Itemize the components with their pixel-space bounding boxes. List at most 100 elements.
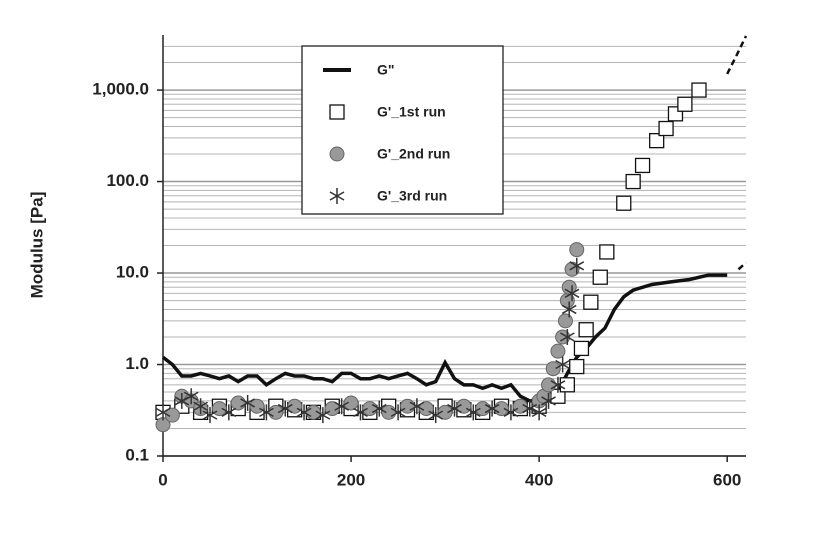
asterisk-stroke — [193, 401, 208, 411]
asterisk-stroke — [447, 403, 462, 414]
asterisk-marker — [484, 400, 500, 417]
asterisk-stroke — [315, 410, 331, 420]
x-tick-label: 600 — [713, 470, 741, 489]
square-marker — [559, 377, 575, 393]
asterisk-marker — [503, 404, 519, 421]
asterisk-marker — [564, 285, 580, 302]
square-marker — [329, 104, 345, 120]
asterisk-marker — [569, 257, 585, 274]
asterisk-stroke — [329, 191, 345, 201]
asterisk-stroke — [221, 407, 237, 418]
dashed-line — [726, 35, 748, 75]
asterisk-marker — [555, 356, 571, 373]
asterisk-stroke — [353, 407, 368, 418]
asterisk-marker — [334, 398, 350, 415]
legend-box — [301, 45, 504, 215]
square-marker — [599, 244, 615, 260]
asterisk-marker — [329, 188, 345, 204]
series-line — [161, 273, 728, 403]
circle-marker — [545, 361, 561, 377]
legend-label: G'_2nd run — [377, 146, 450, 162]
square-marker — [578, 322, 594, 338]
asterisk-stroke — [296, 407, 312, 418]
asterisk-stroke — [550, 380, 566, 390]
asterisk-marker — [541, 392, 556, 409]
square-marker — [616, 195, 632, 211]
dashed-line — [737, 261, 747, 271]
asterisk-marker — [561, 301, 577, 318]
asterisk-stroke — [531, 407, 547, 418]
y-axis-label: Modulus [Pa] — [27, 192, 46, 299]
asterisk-marker — [259, 404, 274, 421]
asterisk-marker — [296, 404, 312, 421]
circle-marker — [230, 395, 246, 411]
square-marker — [691, 82, 707, 98]
circle-marker — [343, 395, 359, 411]
y-tick-label: 100.0 — [106, 171, 149, 190]
asterisk-stroke — [155, 407, 171, 418]
circle-marker — [399, 398, 415, 414]
asterisk-marker — [428, 407, 444, 424]
square-marker — [658, 120, 674, 137]
circle-marker — [329, 146, 345, 162]
x-tick-label: 400 — [525, 470, 553, 489]
asterisk-marker — [409, 398, 425, 415]
asterisk-marker — [202, 407, 218, 424]
square-marker — [592, 269, 608, 285]
square-marker — [649, 133, 665, 149]
x-tick-label: 0 — [158, 470, 167, 489]
square-marker — [634, 157, 651, 174]
circle-marker — [569, 242, 585, 258]
asterisk-marker — [193, 398, 208, 415]
circle-marker — [164, 407, 180, 423]
circle-marker — [437, 404, 453, 420]
circle-marker — [541, 377, 557, 393]
asterisk-stroke — [240, 398, 256, 408]
asterisk-stroke — [569, 261, 585, 271]
asterisk-stroke — [503, 407, 519, 418]
asterisk-marker — [447, 400, 462, 417]
x-tick-label: 200 — [337, 470, 365, 489]
legend-label: G'_3rd run — [377, 188, 447, 204]
asterisk-marker — [371, 400, 387, 417]
circle-marker — [555, 329, 571, 345]
legend-label: G'_1st run — [377, 104, 446, 120]
asterisk-stroke — [390, 407, 406, 418]
asterisk-stroke — [555, 359, 571, 370]
asterisk-stroke — [334, 401, 350, 411]
asterisk-stroke — [277, 403, 293, 414]
asterisk-stroke — [202, 410, 218, 420]
asterisk-stroke — [522, 403, 538, 414]
asterisk-stroke — [465, 407, 481, 418]
asterisk-marker — [155, 404, 171, 421]
asterisk-marker — [559, 328, 575, 345]
square-marker — [569, 358, 585, 375]
circle-marker — [557, 313, 573, 329]
asterisk-stroke — [409, 401, 425, 411]
asterisk-marker — [353, 404, 368, 421]
asterisk-marker — [240, 394, 256, 411]
y-tick-label: 1,000.0 — [92, 80, 149, 99]
asterisk-stroke — [541, 396, 556, 406]
asterisk-marker — [221, 404, 237, 421]
square-marker — [583, 294, 599, 310]
asterisk-marker — [390, 404, 406, 421]
asterisk-marker — [277, 400, 293, 417]
square-marker — [677, 96, 693, 112]
y-tick-label: 1.0 — [125, 354, 149, 373]
asterisk-marker — [522, 400, 538, 417]
asterisk-marker — [550, 376, 566, 393]
legend-label: G" — [377, 62, 395, 78]
asterisk-stroke — [564, 288, 580, 298]
asterisk-stroke — [484, 403, 500, 414]
circle-marker — [550, 343, 566, 359]
circle-marker — [268, 404, 284, 420]
y-tick-label: 10.0 — [116, 263, 149, 282]
circle-marker — [494, 401, 510, 417]
asterisk-stroke — [371, 403, 387, 414]
asterisk-stroke — [561, 304, 577, 315]
y-tick-label: 0.1 — [125, 445, 149, 464]
asterisk-marker — [531, 404, 547, 421]
asterisk-marker — [465, 404, 481, 421]
circle-marker — [475, 401, 491, 417]
